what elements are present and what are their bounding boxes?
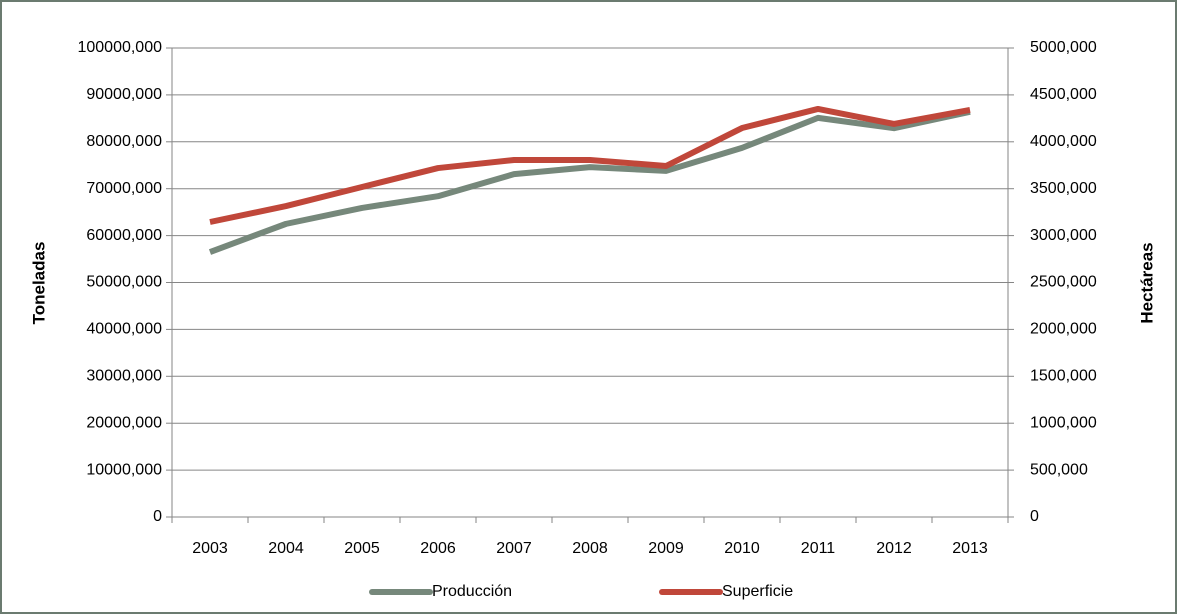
y2-tick-label: 1000,000 bbox=[1030, 414, 1097, 431]
x-tick-label: 2003 bbox=[192, 540, 228, 557]
y-tick-label: 40000,000 bbox=[86, 321, 162, 338]
x-tick-label: 2013 bbox=[952, 540, 988, 557]
y-tick-label: 80000,000 bbox=[86, 133, 162, 150]
y-tick-label: 100000,000 bbox=[77, 39, 162, 56]
y2-tick-label: 500,000 bbox=[1030, 461, 1088, 478]
legend-label: Producción bbox=[432, 583, 512, 600]
y-tick-label: 70000,000 bbox=[86, 180, 162, 197]
legend-label: Superficie bbox=[722, 583, 793, 600]
x-tick-label: 2008 bbox=[572, 540, 608, 557]
y-tick-label: 30000,000 bbox=[86, 368, 162, 385]
y-tick-label: 60000,000 bbox=[86, 227, 162, 244]
x-tick-label: 2007 bbox=[496, 540, 532, 557]
y-tick-label: 10000,000 bbox=[86, 461, 162, 478]
x-tick-label: 2004 bbox=[268, 540, 304, 557]
x-tick-label: 2005 bbox=[344, 540, 380, 557]
y2-tick-label: 3000,000 bbox=[1030, 227, 1097, 244]
y-tick-label: 0 bbox=[153, 508, 162, 525]
y2-tick-label: 0 bbox=[1030, 508, 1039, 525]
y2-tick-label: 5000,000 bbox=[1030, 39, 1097, 56]
series-line bbox=[209, 105, 971, 225]
y2-tick-label: 1500,000 bbox=[1030, 368, 1097, 385]
x-tick-label: 2012 bbox=[876, 540, 912, 557]
x-tick-label: 2006 bbox=[420, 540, 456, 557]
series-line bbox=[208, 108, 971, 255]
y2-tick-label: 4500,000 bbox=[1030, 86, 1097, 103]
y2-tick-label: 4000,000 bbox=[1030, 133, 1097, 150]
y-axis-title: Toneladas bbox=[29, 242, 48, 325]
y2-tick-label: 3500,000 bbox=[1030, 180, 1097, 197]
y-tick-label: 50000,000 bbox=[86, 274, 162, 291]
y-tick-label: 20000,000 bbox=[86, 414, 162, 431]
x-tick-label: 2011 bbox=[801, 540, 836, 557]
y2-tick-label: 2500,000 bbox=[1030, 274, 1097, 291]
x-tick-label: 2010 bbox=[724, 540, 760, 557]
y2-tick-label: 2000,000 bbox=[1030, 321, 1097, 338]
y-tick-label: 90000,000 bbox=[86, 86, 162, 103]
y2-axis-title: Hectáreas bbox=[1137, 242, 1156, 323]
x-tick-label: 2009 bbox=[648, 540, 684, 557]
